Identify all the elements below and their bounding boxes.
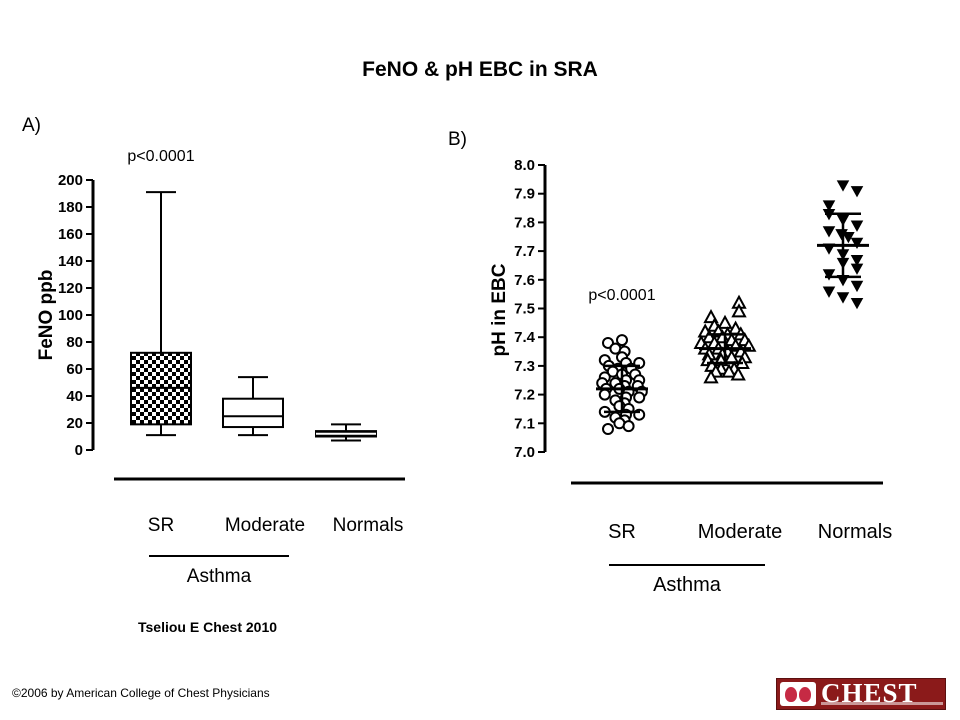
y-tick-label: 7.5: [514, 301, 535, 318]
x-category-label: Moderate: [225, 515, 305, 536]
y-tick-label: 7.8: [514, 214, 535, 231]
p-value-annotation: p<0.0001: [127, 148, 194, 165]
y-tick-label: 0: [75, 442, 83, 459]
box-iqr: [222, 397, 284, 429]
data-point: [850, 237, 864, 250]
y-tick-label: 7.0: [514, 444, 535, 461]
panel-b-scatter: 7.0 7.1 7.2 7.3 7.4 7.5 7.6 7.7 7.8 7.9 8.0 pH in E…: [489, 157, 892, 596]
series-normals: [817, 180, 869, 310]
box-normals: [315, 423, 377, 442]
p-value-annotation: p<0.0001: [588, 287, 655, 304]
y-tick-label: 140: [58, 253, 83, 270]
lungs-icon: [780, 682, 816, 706]
data-point: [836, 180, 850, 192]
y-tick-label: 7.9: [514, 186, 535, 203]
panel-a-label: A): [22, 115, 41, 136]
panel-b-label: B): [448, 129, 467, 150]
y-axis-label: FeNO ppb: [36, 270, 57, 361]
data-point: [850, 220, 864, 232]
series-moderate: [693, 294, 757, 384]
y-tick-label: 7.3: [514, 358, 535, 375]
data-point: [616, 334, 628, 347]
copyright-notice: ©2006 by American College of Chest Physi…: [12, 686, 270, 700]
series-sr: [596, 334, 648, 436]
data-point: [850, 263, 864, 275]
y-tick-label: 120: [58, 280, 83, 297]
x-category-label: SR: [148, 515, 174, 536]
page-title: FeNO & pH EBC in SRA: [362, 58, 598, 81]
data-point: [822, 200, 836, 212]
data-point: [721, 363, 737, 378]
data-point: [602, 423, 614, 436]
y-tick-label: 8.0: [514, 157, 535, 174]
y-tick-label: 180: [58, 199, 83, 216]
data-point: [850, 254, 864, 267]
x-category-label: SR: [608, 521, 636, 543]
data-point: [850, 186, 864, 198]
y-axis-label: pH in EBC: [489, 263, 510, 356]
data-point: [717, 314, 733, 329]
data-point: [730, 366, 746, 381]
y-tick-label: 20: [66, 415, 83, 432]
data-point: [822, 226, 836, 238]
x-category-label: Moderate: [698, 521, 783, 543]
data-point: [822, 286, 836, 298]
data-point: [822, 269, 836, 281]
y-tick-label: 160: [58, 226, 83, 243]
box-moderate: [222, 376, 284, 437]
logo-tagline: [821, 702, 943, 705]
x-category-label: Normals: [333, 515, 404, 536]
y-tick-label: 100: [58, 307, 83, 324]
data-point: [842, 232, 855, 244]
y-tick-label: 7.7: [514, 243, 535, 260]
data-point: [703, 369, 719, 384]
data-point: [622, 420, 635, 433]
y-tick-label: 200: [58, 172, 83, 189]
citation: Tseliou E Chest 2010: [138, 619, 278, 635]
data-point: [850, 298, 864, 310]
y-tick-label: 7.2: [514, 387, 535, 404]
y-tick-label: 40: [66, 388, 83, 405]
data-point: [731, 303, 747, 318]
box-sr: [130, 191, 192, 437]
y-tick-label: 7.4: [514, 329, 536, 346]
y-tick-label: 7.1: [514, 415, 535, 432]
data-point: [598, 388, 611, 401]
y-tick-label: 7.6: [514, 272, 535, 289]
data-point: [836, 292, 850, 304]
panel-a-boxplot: 0 20 40 60 80 100 120 140 160 180 200 FeNO ppb p<0.0…: [36, 148, 405, 587]
y-tick-label: 60: [66, 361, 83, 378]
y-tick-label: 80: [66, 334, 83, 351]
group-label: Asthma: [187, 566, 252, 587]
data-point: [850, 280, 864, 293]
x-category-label: Normals: [818, 521, 892, 543]
data-point: [633, 391, 646, 404]
chest-logo: CHEST: [776, 678, 946, 710]
group-label: Asthma: [653, 574, 722, 596]
